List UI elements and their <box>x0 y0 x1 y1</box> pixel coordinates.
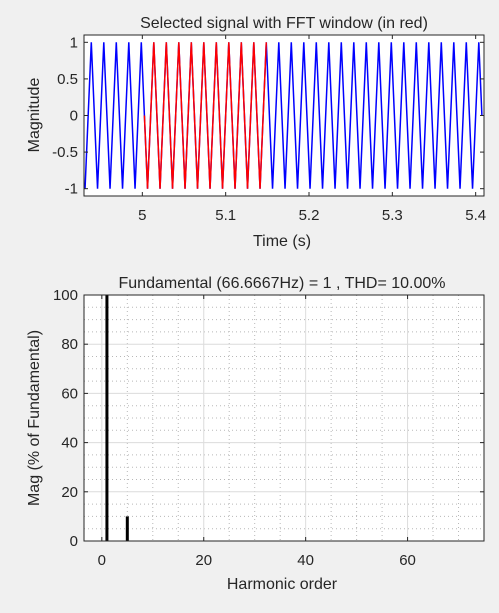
x-tick-label: 5.2 <box>299 207 320 224</box>
y-tick-label: 0.5 <box>57 71 78 88</box>
harmonic-bar <box>125 516 129 541</box>
harmonic-spectrum-chart: 0 20 40 60 0 20 40 60 80 100 Fundamental (66.666… <box>26 275 485 593</box>
y-tick-label: 60 <box>61 385 78 402</box>
y-tick-label: -0.5 <box>52 144 78 161</box>
y-tick-label: -1 <box>65 181 78 198</box>
y-tick-label: 80 <box>61 336 78 353</box>
harmonic-y-axis-label: Mag (% of Fundamental) <box>26 330 43 506</box>
x-tick-label: 5.1 <box>215 207 236 224</box>
y-tick-label: 1 <box>70 34 78 51</box>
harmonic-axes-box <box>83 294 485 542</box>
harmonic-x-axis-label: Harmonic order <box>227 576 338 593</box>
harmonic-chart-title: Fundamental (66.6667Hz) = 1 , THD= 10.00… <box>119 275 446 292</box>
harmonic-bar <box>105 295 109 541</box>
y-tick-label: 0 <box>70 533 78 550</box>
harmonic-bars <box>105 295 129 541</box>
harmonic-y-ticks: 0 20 40 60 80 100 <box>53 287 484 550</box>
fft-window-signal-line <box>143 42 268 189</box>
y-tick-label: 20 <box>61 484 78 501</box>
x-tick-label: 0 <box>98 552 106 569</box>
harmonic-grid <box>84 294 485 542</box>
time-x-axis-label: Time (s) <box>253 233 311 250</box>
harmonic-x-ticks: 0 20 40 60 <box>98 295 416 569</box>
time-y-axis-label: Magnitude <box>26 78 43 153</box>
time-y-ticks: 1 0.5 0 -0.5 -1 <box>52 34 484 198</box>
x-tick-label: 20 <box>195 552 212 569</box>
x-tick-label: 5 <box>138 207 146 224</box>
x-tick-label: 40 <box>297 552 314 569</box>
x-tick-label: 5.3 <box>382 207 403 224</box>
signal-layer <box>84 42 483 189</box>
y-tick-label: 40 <box>61 435 78 452</box>
time-chart-title: Selected signal with FFT window (in red) <box>140 15 428 32</box>
time-x-ticks: 5 5.1 5.2 5.3 5.4 <box>138 35 486 224</box>
x-tick-label: 60 <box>399 552 416 569</box>
y-tick-label: 0 <box>70 108 78 125</box>
time-domain-chart: 5 5.1 5.2 5.3 5.4 1 0.5 0 -0.5 -1 Selected signa… <box>26 15 486 250</box>
x-tick-label: 5.4 <box>465 207 486 224</box>
y-tick-label: 100 <box>53 287 78 304</box>
